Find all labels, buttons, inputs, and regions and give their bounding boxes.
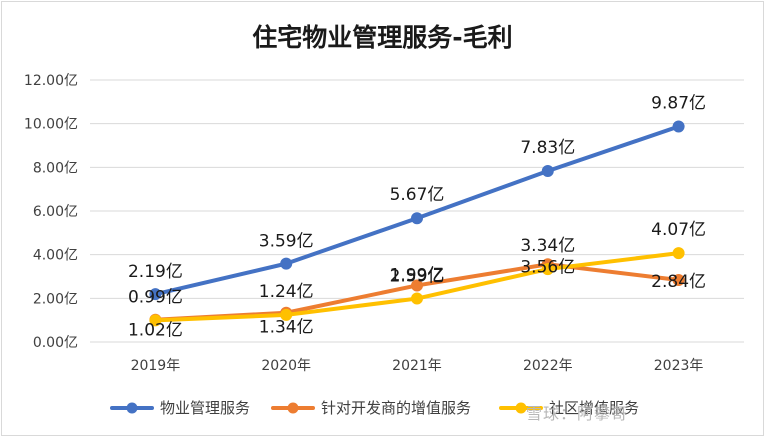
data-label: 4.07亿 [651,220,706,240]
y-tick-label: 4.00亿 [33,248,78,264]
data-label: 2.84亿 [651,272,706,292]
data-label: 5.67亿 [390,185,445,205]
x-tick-label: 2023年 [654,358,704,374]
x-tick-label: 2020年 [261,358,311,374]
y-tick-label: 0.00亿 [33,335,78,351]
x-tick-label: 2019年 [131,358,181,374]
y-tick-label: 12.00亿 [24,73,78,89]
legend-label: 社区增值服务 [549,399,639,417]
data-label: 0.99亿 [128,287,183,307]
data-point [672,273,685,286]
data-label: 1.34亿 [259,318,314,338]
data-point [280,257,293,270]
x-tick-label: 2021年 [392,358,442,374]
chart-title: 住宅物业管理服务-毛利 [252,23,513,52]
legend-marker [126,402,138,414]
data-label: 1.02亿 [128,321,183,341]
y-tick-label: 2.00亿 [33,291,78,307]
data-point [280,308,293,321]
x-tick-label: 2022年 [523,358,573,374]
y-tick-label: 10.00亿 [24,117,78,133]
y-tick-label: 8.00亿 [33,160,78,176]
data-label: 3.56亿 [520,257,575,277]
data-point [149,288,162,301]
data-point [541,263,554,276]
data-label: 2.19亿 [128,262,183,282]
data-point [149,314,162,327]
data-point [541,165,554,178]
data-label: 2.59亿 [390,266,445,286]
watermark: 雪球：阿攀哥 [526,404,629,423]
y-tick-label: 6.00亿 [33,204,78,220]
legend-marker [515,402,527,414]
data-point [672,247,685,260]
legend-label: 针对开发商的增值服务 [321,399,471,417]
data-label: 3.59亿 [259,232,314,252]
data-point [672,120,685,133]
legend-label: 物业管理服务 [160,399,250,417]
data-label: 1.24亿 [259,282,314,302]
data-point [411,279,423,292]
data-label: 9.87亿 [651,94,706,114]
legend-marker [287,402,299,414]
data-point [411,292,423,305]
data-point [411,212,423,225]
data-label: 1.99亿 [390,266,445,286]
data-label: 7.83亿 [520,138,575,158]
data-label: 3.34亿 [520,236,575,256]
